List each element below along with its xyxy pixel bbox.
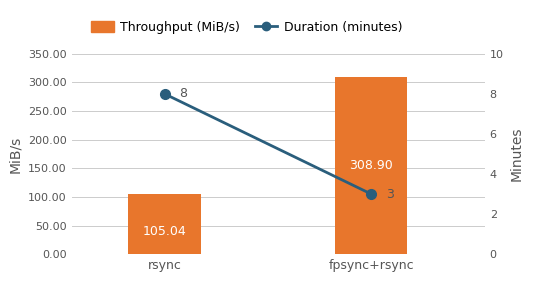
Y-axis label: MiB/s: MiB/s xyxy=(8,135,23,173)
Bar xyxy=(335,77,407,254)
Bar xyxy=(128,194,201,254)
Legend: Throughput (MiB/s), Duration (minutes): Throughput (MiB/s), Duration (minutes) xyxy=(86,16,407,39)
Text: 105.04: 105.04 xyxy=(143,225,186,238)
Text: 8: 8 xyxy=(179,87,187,100)
Y-axis label: Minutes: Minutes xyxy=(509,127,523,181)
Text: 3: 3 xyxy=(386,187,393,201)
Text: 308.90: 308.90 xyxy=(349,159,393,172)
